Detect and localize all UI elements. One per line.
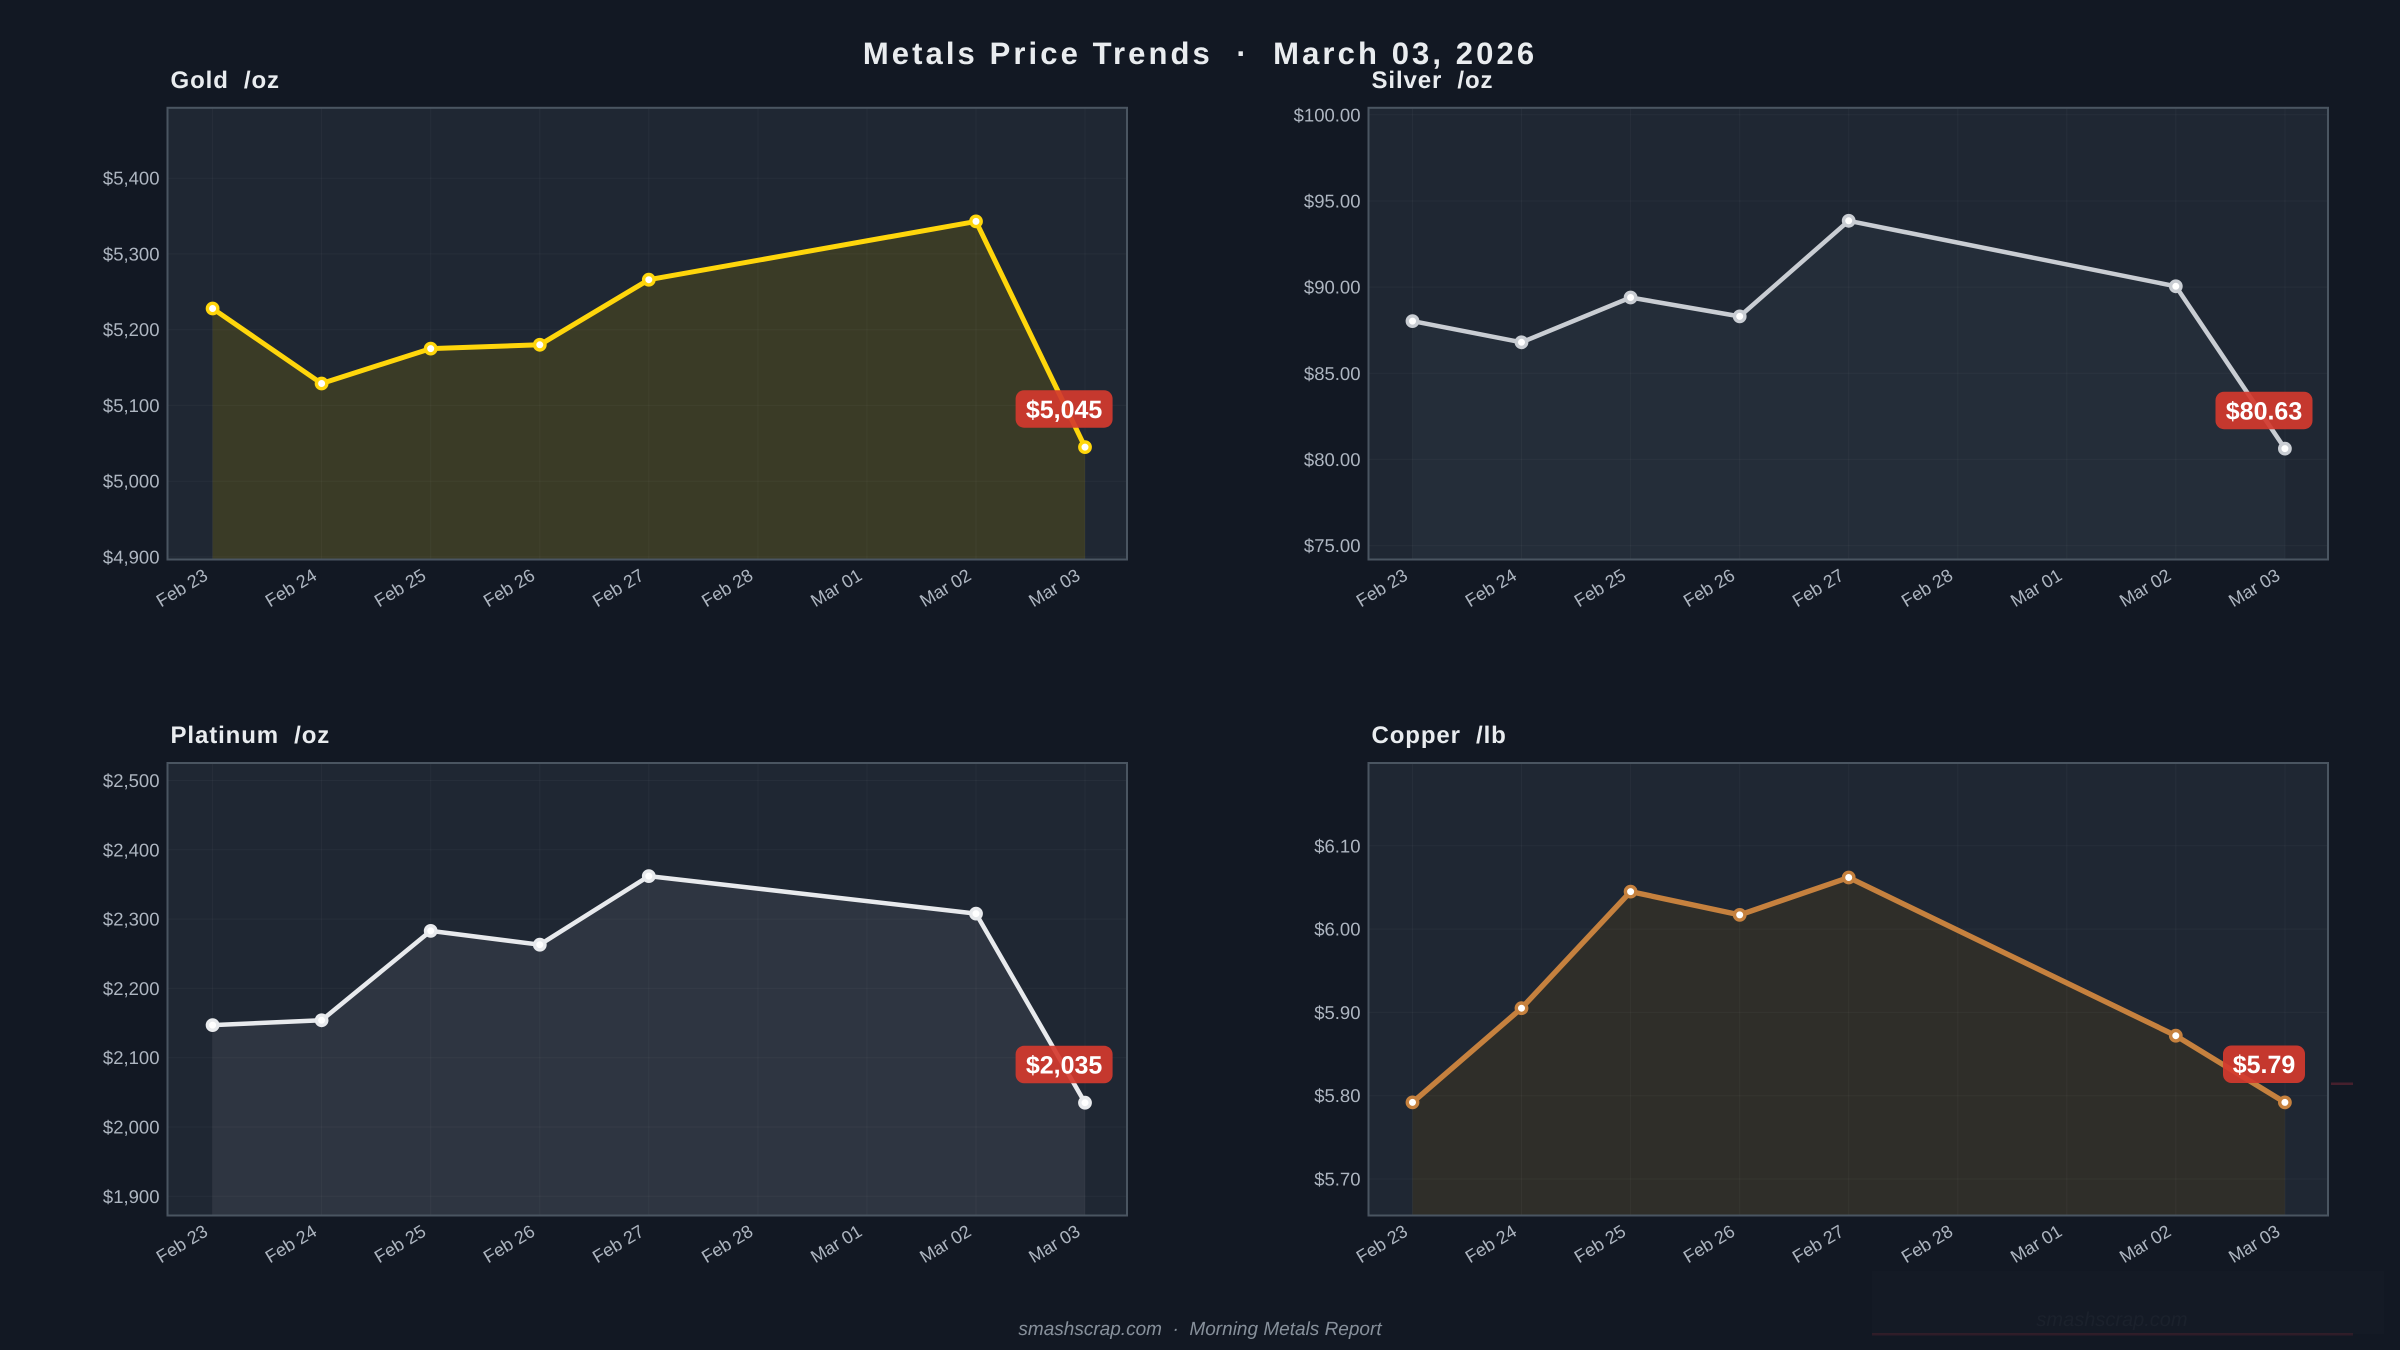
svg-text:Metals Price Trends · March: Metals Price Trends · March 03, 2026 (863, 36, 1537, 71)
svg-text:$85.00: $85.00 (1304, 363, 1361, 384)
svg-text:$4,900: $4,900 (103, 546, 160, 567)
svg-text:$5.70: $5.70 (1314, 1169, 1360, 1190)
svg-text:$2,000: $2,000 (103, 1117, 160, 1138)
svg-text:$5,400: $5,400 (103, 168, 160, 189)
svg-text:$100.00: $100.00 (1294, 104, 1361, 125)
svg-text:$5,045: $5,045 (1026, 396, 1103, 424)
svg-text:$90.00: $90.00 (1304, 277, 1361, 298)
svg-text:$2,200: $2,200 (103, 978, 160, 999)
svg-text:$1,900: $1,900 (103, 1186, 160, 1207)
svg-text:$5,000: $5,000 (103, 471, 160, 492)
svg-text:$6.10: $6.10 (1314, 835, 1360, 856)
svg-text:$2,100: $2,100 (103, 1047, 160, 1068)
svg-text:$5.79: $5.79 (2233, 1051, 2296, 1079)
svg-text:smashscrap.com · Morning Met: smashscrap.com · Morning Metals Report (1018, 1319, 1382, 1340)
svg-text:Copper /lb: Copper /lb (1372, 722, 1507, 749)
svg-text:$5,200: $5,200 (103, 319, 160, 340)
svg-text:Platinum /oz: Platinum /oz (171, 722, 331, 749)
svg-text:$75.00: $75.00 (1304, 535, 1361, 556)
svg-text:$95.00: $95.00 (1304, 191, 1361, 212)
svg-text:Gold /oz: Gold /oz (171, 67, 280, 94)
svg-text:$5.80: $5.80 (1314, 1085, 1360, 1106)
svg-text:$5.90: $5.90 (1314, 1002, 1360, 1023)
svg-text:Silver /oz: Silver /oz (1372, 67, 1494, 94)
svg-text:$6.00: $6.00 (1314, 919, 1360, 940)
svg-text:$2,500: $2,500 (103, 770, 160, 791)
svg-text:smashscrap.com: smashscrap.com (2036, 1309, 2187, 1331)
svg-text:$2,400: $2,400 (103, 839, 160, 860)
svg-text:$5,300: $5,300 (103, 243, 160, 264)
svg-text:$80.63: $80.63 (2226, 397, 2302, 425)
svg-text:$2,300: $2,300 (103, 909, 160, 930)
svg-text:$5,100: $5,100 (103, 395, 160, 416)
svg-text:$2,035: $2,035 (1026, 1052, 1103, 1080)
svg-text:$80.00: $80.00 (1304, 449, 1361, 470)
